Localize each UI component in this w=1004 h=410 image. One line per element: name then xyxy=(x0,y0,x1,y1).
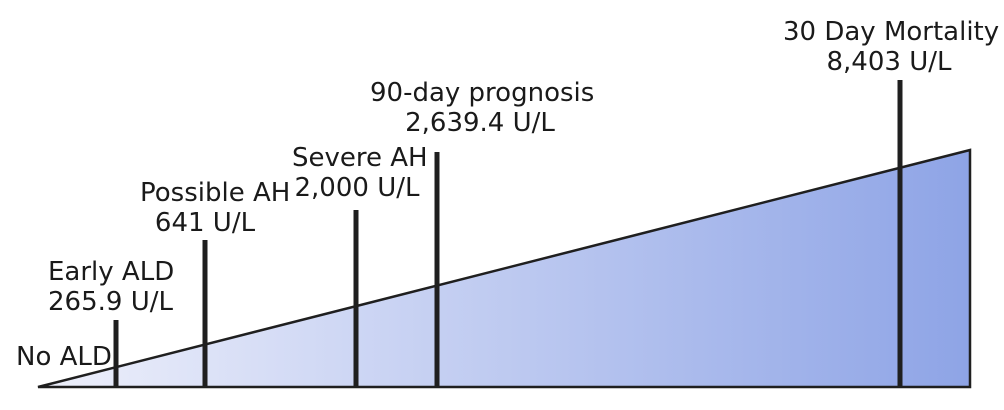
label-value: 2,000 U/L xyxy=(294,173,420,203)
label-title: 90-day prognosis xyxy=(370,78,595,108)
label-early-ald: Early ALD 265.9 U/L xyxy=(48,257,174,317)
label-severe-ah: Severe AH 2,000 U/L xyxy=(292,143,428,203)
label-value: 265.9 U/L xyxy=(48,287,173,317)
label-value: 8,403 U/L xyxy=(826,47,952,77)
label-title: Severe AH xyxy=(292,143,428,173)
label-title: No ALD xyxy=(16,342,112,372)
label-value: 641 U/L xyxy=(154,208,256,238)
label-90-day-prognosis: 90-day prognosis 2,639.4 U/L xyxy=(370,78,595,138)
label-title: Possible AH xyxy=(140,178,291,208)
label-value: 2,639.4 U/L xyxy=(405,108,555,138)
severity-wedge xyxy=(37,148,972,389)
label-title: 30 Day Mortality xyxy=(783,17,1000,47)
label-title: Early ALD xyxy=(48,257,175,287)
label-possible-ah: Possible AH 641 U/L xyxy=(140,178,291,238)
label-30-day-mortality: 30 Day Mortality 8,403 U/L xyxy=(783,17,1000,77)
label-no-ald: No ALD xyxy=(16,342,112,372)
